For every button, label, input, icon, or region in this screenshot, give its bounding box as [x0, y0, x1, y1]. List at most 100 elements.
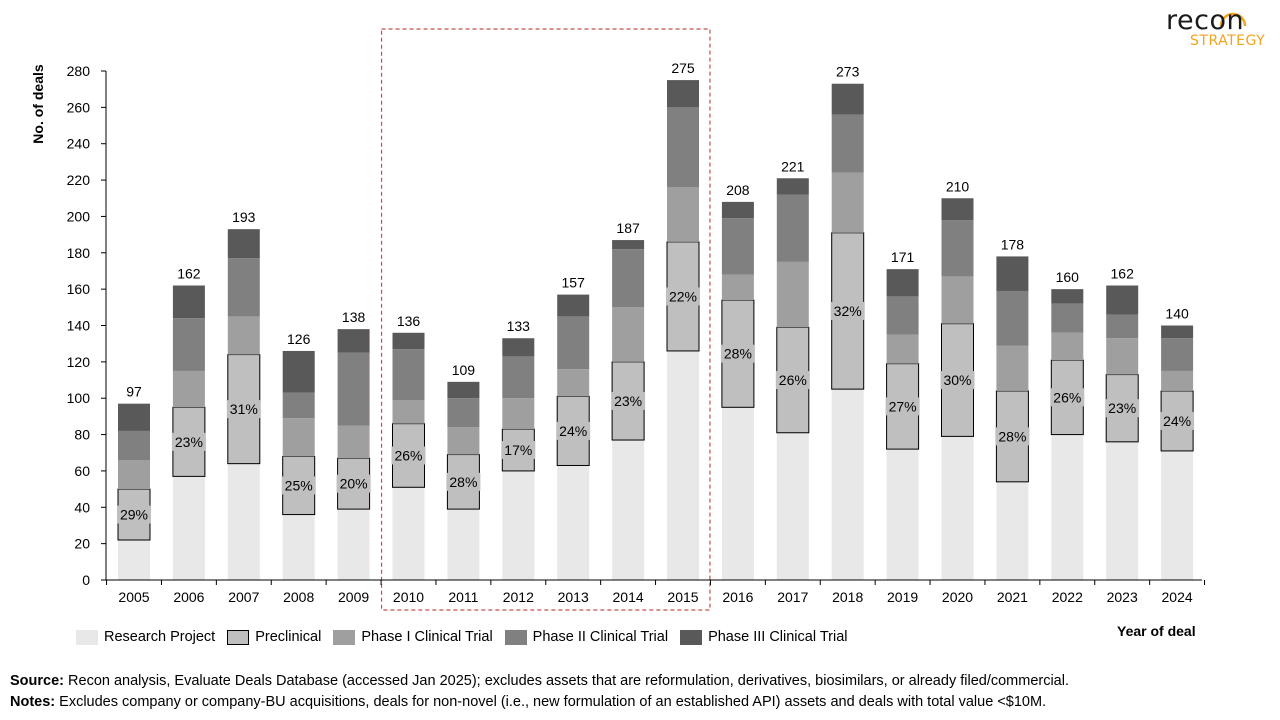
bar-research-project-2014: [612, 440, 645, 580]
share-label-2011: 28%: [449, 474, 477, 490]
labels-layer: 97 29% 2005 162 23% 2006 193 31% 2007 126 25% 2008 1…: [117, 60, 1195, 605]
share-label-bg-2015: [666, 287, 700, 306]
bar-phase-iii-clinical-trial-2019: [886, 269, 919, 297]
bar-phase-i-clinical-trial-2009: [337, 425, 370, 459]
bar-phase-i-clinical-trial-2011: [447, 427, 480, 455]
bar-phase-ii-clinical-trial-2015: [667, 107, 699, 188]
bar-research-project-2005: [118, 540, 150, 580]
y-tick-label: 240: [67, 136, 91, 152]
share-label-bg-2018: [830, 301, 865, 320]
bar-phase-ii-clinical-trial-2008: [282, 392, 315, 419]
x-tick-label-2017: 2017: [777, 589, 808, 605]
y-tick-label: 20: [74, 536, 90, 552]
total-label-2006: 162: [177, 266, 201, 282]
bar-research-project-2021: [996, 481, 1029, 580]
x-tick-label-2008: 2008: [283, 589, 314, 605]
bar-phase-ii-clinical-trial-2020: [941, 220, 974, 277]
highlight-box: [380, 28, 711, 611]
y-tick-label: 200: [67, 208, 91, 224]
share-label-2012: 17%: [504, 442, 532, 458]
y-tick-label: 80: [74, 427, 90, 443]
bar-phase-iii-clinical-trial-2014: [612, 240, 645, 250]
total-label-2022: 160: [1056, 269, 1080, 285]
y-tick-label: 140: [67, 318, 91, 334]
total-label-2010: 136: [397, 313, 421, 329]
share-label-bg-2013: [556, 421, 591, 440]
bars-layer: [117, 80, 1194, 580]
share-label-2019: 27%: [889, 398, 917, 414]
x-tick-label-2024: 2024: [1162, 589, 1193, 605]
share-label-bg-2008: [281, 476, 316, 495]
legend-swatch-phase-3: [680, 629, 703, 645]
bar-research-project-2010: [392, 487, 425, 580]
total-label-2012: 133: [507, 318, 531, 334]
bar-phase-ii-clinical-trial-2016: [721, 218, 754, 275]
y-tick-label: 180: [67, 245, 91, 261]
bar-phase-ii-clinical-trial-2021: [996, 290, 1029, 346]
share-label-bg-2011: [446, 472, 481, 491]
bar-phase-ii-clinical-trial-2009: [337, 352, 370, 426]
bar-phase-iii-clinical-trial-2023: [1106, 285, 1139, 315]
total-label-2024: 140: [1165, 306, 1189, 322]
bar-phase-ii-clinical-trial-2005: [118, 430, 150, 461]
bar-phase-iii-clinical-trial-2011: [447, 381, 480, 399]
bar-phase-iii-clinical-trial-2021: [996, 256, 1029, 291]
bar-phase-i-clinical-trial-2005: [118, 460, 150, 490]
share-label-2008: 25%: [285, 477, 313, 493]
footnotes: Source: Recon analysis, Evaluate Deals D…: [10, 671, 1069, 713]
bar-phase-i-clinical-trial-2017: [776, 261, 809, 328]
bar-research-project-2011: [447, 509, 480, 580]
share-label-2015: 22%: [669, 288, 697, 304]
bar-phase-iii-clinical-trial-2024: [1161, 325, 1194, 339]
source-text: Recon analysis, Evaluate Deals Database …: [64, 673, 1069, 689]
x-tick-label-2012: 2012: [503, 589, 534, 605]
bar-phase-i-clinical-trial-2021: [996, 345, 1029, 391]
total-label-2023: 162: [1111, 266, 1135, 282]
bar-phase-ii-clinical-trial-2013: [557, 316, 590, 370]
bar-phase-ii-clinical-trial-2010: [392, 349, 425, 401]
share-label-bg-2007: [226, 400, 261, 419]
bar-research-project-2023: [1106, 441, 1139, 580]
bar-phase-i-clinical-trial-2022: [1051, 332, 1084, 361]
x-tick-label-2014: 2014: [613, 589, 644, 605]
x-tick-label-2009: 2009: [338, 589, 369, 605]
share-label-2016: 28%: [724, 346, 752, 362]
legend-item-phase-1: Phase I Clinical Trial: [333, 629, 493, 645]
total-label-2016: 208: [726, 182, 750, 198]
share-label-bg-2023: [1105, 399, 1140, 418]
legend-label-phase-2: Phase II Clinical Trial: [532, 629, 669, 645]
share-label-bg-2009: [336, 474, 371, 493]
y-tick-label: 260: [67, 99, 91, 115]
total-label-2017: 221: [781, 158, 805, 174]
share-label-2007: 31%: [230, 401, 258, 417]
share-label-2010: 26%: [394, 447, 422, 463]
x-tick-label-2013: 2013: [558, 589, 589, 605]
bar-phase-ii-clinical-trial-2007: [227, 258, 260, 317]
bar-phase-i-clinical-trial-2016: [721, 274, 754, 301]
legend-swatch-research-project: [76, 629, 98, 645]
bar-phase-ii-clinical-trial-2014: [612, 249, 645, 308]
x-tick-label-2015: 2015: [667, 589, 698, 605]
total-label-2005: 97: [126, 384, 142, 400]
logo-wordmark: recon: [1166, 5, 1245, 36]
axes-layer: 0 20 40 60 80 100 120 140 160 180 200 220 240 260 280: [67, 63, 1206, 588]
share-label-bg-2022: [1050, 388, 1085, 407]
legend-swatch-phase-2: [504, 629, 527, 645]
share-label-2023: 23%: [1108, 400, 1136, 416]
bar-phase-iii-clinical-trial-2010: [392, 332, 425, 350]
share-label-bg-2016: [720, 344, 755, 363]
x-tick-label-2010: 2010: [393, 589, 424, 605]
bar-phase-ii-clinical-trial-2012: [502, 356, 535, 399]
bar-phase-i-clinical-trial-2014: [612, 307, 645, 362]
share-label-bg-2005: [117, 505, 151, 524]
y-tick-label: 120: [67, 354, 91, 370]
bar-phase-i-clinical-trial-2007: [227, 316, 260, 355]
share-label-2018: 32%: [834, 303, 862, 319]
y-tick-label: 280: [67, 63, 91, 79]
bar-phase-i-clinical-trial-2013: [557, 369, 590, 397]
share-label-bg-2006: [171, 432, 206, 451]
bar-phase-iii-clinical-trial-2006: [172, 285, 205, 319]
bar-phase-ii-clinical-trial-2023: [1106, 314, 1139, 339]
bar-phase-i-clinical-trial-2020: [941, 276, 974, 324]
